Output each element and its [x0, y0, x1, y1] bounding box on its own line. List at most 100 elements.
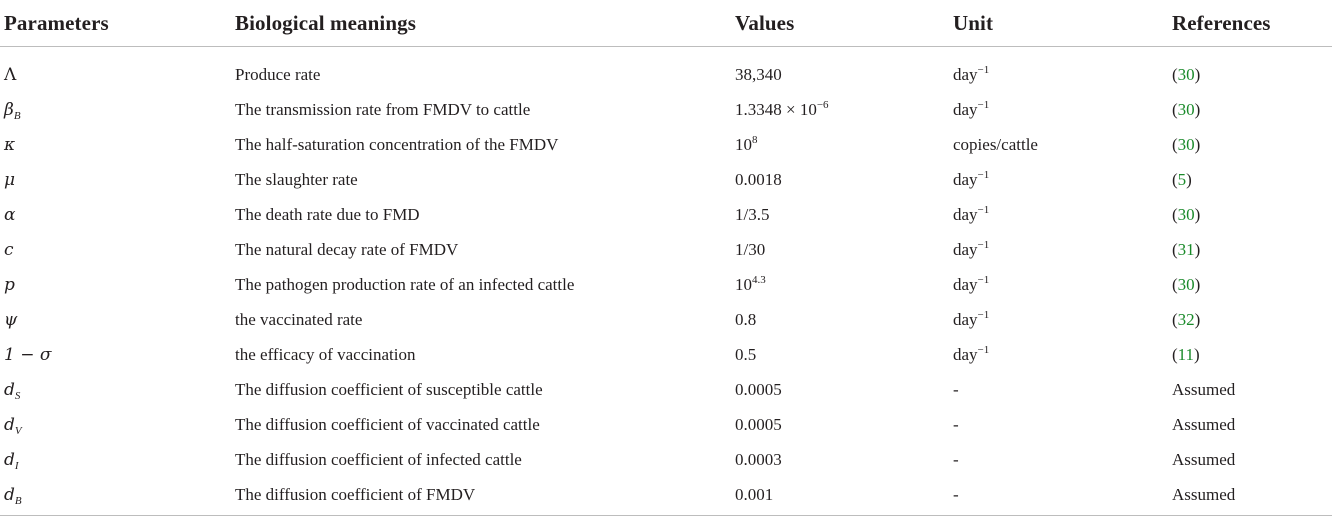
unit-cell: - [947, 477, 1166, 516]
reference-text: Assumed [1172, 379, 1236, 399]
value-cell: 104.3 [729, 267, 947, 302]
reference-cell: Assumed [1166, 477, 1332, 516]
reference-link[interactable]: 30 [1177, 64, 1195, 84]
unit-cell: - [947, 442, 1166, 477]
parameter-subscript: V [14, 424, 22, 437]
parameter-cell: Λ [0, 47, 229, 93]
reference-link[interactable]: 30 [1177, 274, 1195, 294]
reference-open-paren: ( [1172, 64, 1178, 84]
value-text: 1/30 [735, 239, 766, 259]
reference-link[interactable]: 5 [1177, 169, 1187, 189]
value-text: 1/3.5 [735, 204, 770, 224]
table-row: c The natural decay rate of FMDV 1/30 day−1… [0, 232, 1332, 267]
unit-exponent: −1 [977, 308, 990, 321]
unit-exponent: −1 [977, 168, 990, 181]
reference-open-paren: ( [1172, 239, 1178, 259]
reference-close-paren: ) [1194, 344, 1200, 364]
parameter-cell: μ [0, 162, 229, 197]
meaning-cell: The half-saturation concentration of the… [235, 134, 559, 154]
unit-text: day [953, 309, 978, 329]
unit-exponent: −1 [977, 238, 990, 251]
value-cell: 0.0018 [729, 162, 947, 197]
parameter-cell: c [0, 232, 229, 267]
parameter-table: Parameters Biological meanings Values Un… [0, 0, 1332, 516]
value-text: 0.0005 [735, 379, 782, 399]
value-cell: 0.0005 [729, 372, 947, 407]
reference-open-paren: ( [1172, 204, 1178, 224]
parameter-symbol: d [4, 449, 15, 470]
table-row: dB The diffusion coefficient of FMDV 0.001… [0, 477, 1332, 516]
parameter-symbol: μ [4, 169, 16, 190]
reference-close-paren: ) [1194, 204, 1201, 224]
parameter-cell: 1 − σ [0, 337, 229, 372]
value-exponent: 4.3 [752, 273, 766, 286]
unit-cell: day−1 [947, 337, 1166, 372]
value-cell: 1.3348 × 10−6 [729, 92, 947, 127]
parameter-symbol: ψ [4, 309, 18, 330]
reference-cell: (31) [1166, 232, 1332, 267]
reference-close-paren: ) [1194, 309, 1201, 329]
reference-link[interactable]: 30 [1177, 204, 1195, 224]
unit-text: - [953, 449, 959, 469]
unit-text: - [953, 414, 959, 434]
table-row: ψ the vaccinated rate 0.8 day−1 (32) [0, 302, 1332, 337]
unit-cell: day−1 [947, 267, 1166, 302]
reference-open-paren: ( [1172, 169, 1178, 189]
header-unit: Unit [947, 0, 1166, 47]
reference-link[interactable]: 11 [1177, 344, 1195, 364]
reference-cell: (30) [1166, 197, 1332, 232]
value-cell: 0.8 [729, 302, 947, 337]
value-text: 0.0005 [735, 414, 782, 434]
unit-text: day [953, 99, 978, 119]
meaning-cell: The diffusion coefficient of susceptible… [235, 379, 543, 399]
unit-text: day [953, 204, 978, 224]
table-row: κ The half-saturation concentration of th… [0, 127, 1332, 162]
unit-cell: day−1 [947, 92, 1166, 127]
unit-cell: - [947, 372, 1166, 407]
reference-link[interactable]: 32 [1177, 309, 1195, 329]
parameter-symbol: α [4, 204, 16, 225]
table-row: p The pathogen production rate of an infe… [0, 267, 1332, 302]
reference-cell: Assumed [1166, 372, 1332, 407]
table-header: Parameters Biological meanings Values Un… [0, 0, 1332, 47]
value-cell: 108 [729, 127, 947, 162]
unit-text: copies/cattle [953, 134, 1038, 154]
value-cell: 0.5 [729, 337, 947, 372]
value-text: 0.8 [735, 309, 757, 329]
parameter-subscript: B [13, 109, 21, 122]
unit-cell: copies/cattle [947, 127, 1166, 162]
header-parameters: Parameters [0, 0, 229, 47]
reference-open-paren: ( [1172, 309, 1178, 329]
parameter-cell: dS [0, 372, 229, 407]
parameter-cell: βB [0, 92, 229, 127]
header-biological-meanings: Biological meanings [229, 0, 729, 47]
value-cell: 0.0003 [729, 442, 947, 477]
reference-link[interactable]: 31 [1177, 239, 1195, 259]
unit-text: day [953, 344, 978, 364]
reference-open-paren: ( [1172, 134, 1178, 154]
reference-link[interactable]: 30 [1177, 134, 1195, 154]
header-references: References [1166, 0, 1332, 47]
parameter-symbol: c [4, 239, 14, 260]
value-text: 0.0018 [735, 169, 782, 189]
reference-link[interactable]: 30 [1177, 99, 1195, 119]
table-row: dS The diffusion coefficient of susceptib… [0, 372, 1332, 407]
reference-cell: Assumed [1166, 442, 1332, 477]
unit-cell: day−1 [947, 232, 1166, 267]
reference-cell: (30) [1166, 47, 1332, 93]
unit-text: - [953, 484, 959, 504]
reference-cell: (30) [1166, 267, 1332, 302]
table-row: α The death rate due to FMD 1/3.5 day−1 (30) [0, 197, 1332, 232]
meaning-cell: the efficacy of vaccination [235, 344, 416, 364]
meaning-cell: The natural decay rate of FMDV [235, 239, 459, 259]
value-text: 10 [735, 274, 752, 294]
reference-close-paren: ) [1194, 239, 1201, 259]
parameter-subscript: I [14, 459, 19, 472]
value-text: 0.0003 [735, 449, 782, 469]
reference-open-paren: ( [1172, 274, 1178, 294]
parameter-symbol: Λ [4, 64, 17, 85]
value-cell: 0.0005 [729, 407, 947, 442]
unit-exponent: −1 [977, 203, 990, 216]
meaning-cell: the vaccinated rate [235, 309, 363, 329]
unit-exponent: −1 [977, 273, 990, 286]
